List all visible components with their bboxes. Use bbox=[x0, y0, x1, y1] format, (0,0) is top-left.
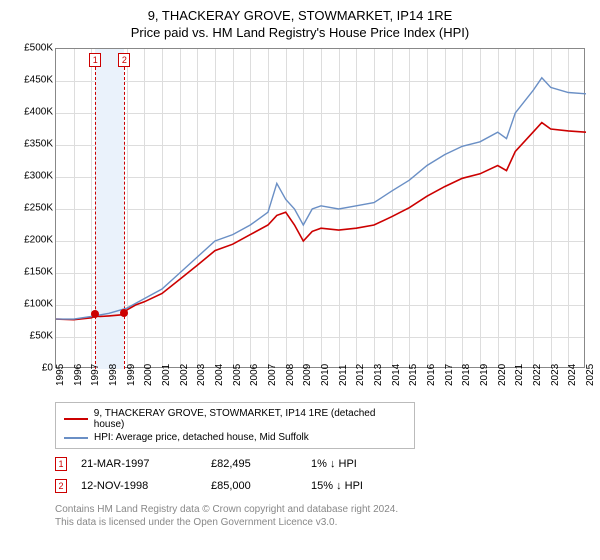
y-tick-label: £250K bbox=[10, 203, 53, 214]
sale-date-1: 21-MAR-1997 bbox=[81, 458, 211, 470]
x-tick-label: 1997 bbox=[90, 364, 101, 386]
y-tick-label: £150K bbox=[10, 267, 53, 278]
y-tick-label: £300K bbox=[10, 171, 53, 182]
x-tick-label: 2005 bbox=[232, 364, 243, 386]
legend-item-hpi: HPI: Average price, detached house, Mid … bbox=[64, 431, 406, 444]
sale-marker-2: 2 bbox=[55, 479, 67, 493]
x-tick-label: 2014 bbox=[391, 364, 402, 386]
x-tick-label: 2003 bbox=[196, 364, 207, 386]
x-axis: 1995199619971998199920002001200220032004… bbox=[55, 368, 585, 398]
x-tick-label: 2017 bbox=[444, 364, 455, 386]
chart-subtitle: Price paid vs. HM Land Registry's House … bbox=[10, 25, 590, 40]
x-tick-label: 2001 bbox=[161, 364, 172, 386]
x-tick-label: 1998 bbox=[108, 364, 119, 386]
sale-price-1: £82,495 bbox=[211, 458, 311, 470]
sale-marker-1: 1 bbox=[55, 457, 67, 471]
sale-price-2: £85,000 bbox=[211, 480, 311, 492]
x-tick-label: 2015 bbox=[408, 364, 419, 386]
x-tick-label: 2012 bbox=[355, 364, 366, 386]
chart-area: £0 £50K £100K £150K £200K £250K £300K £350K £400… bbox=[10, 48, 590, 398]
x-tick-label: 2025 bbox=[585, 364, 596, 386]
legend-label-hpi: HPI: Average price, detached house, Mid … bbox=[94, 432, 309, 443]
x-tick-label: 2009 bbox=[302, 364, 313, 386]
legend-item-property: 9, THACKERAY GROVE, STOWMARKET, IP14 1RE… bbox=[64, 407, 406, 431]
chart-title: 9, THACKERAY GROVE, STOWMARKET, IP14 1RE bbox=[10, 8, 590, 23]
x-tick-label: 1995 bbox=[55, 364, 66, 386]
x-tick-label: 1999 bbox=[126, 364, 137, 386]
x-tick-label: 2021 bbox=[514, 364, 525, 386]
x-tick-label: 2008 bbox=[285, 364, 296, 386]
y-tick-label: £50K bbox=[10, 331, 53, 342]
sale-row-1: 1 21-MAR-1997 £82,495 1% ↓ HPI bbox=[55, 457, 590, 471]
x-tick-label: 2010 bbox=[320, 364, 331, 386]
sale-row-2: 2 12-NOV-1998 £85,000 15% ↓ HPI bbox=[55, 479, 590, 493]
legend-swatch-property bbox=[64, 418, 88, 420]
sale-hpi-1: 1% ↓ HPI bbox=[311, 458, 411, 470]
y-tick-label: £350K bbox=[10, 139, 53, 150]
x-tick-label: 1996 bbox=[73, 364, 84, 386]
sale-date-2: 12-NOV-1998 bbox=[81, 480, 211, 492]
x-tick-label: 2022 bbox=[532, 364, 543, 386]
x-tick-label: 2013 bbox=[373, 364, 384, 386]
x-tick-label: 2018 bbox=[461, 364, 472, 386]
x-tick-label: 2019 bbox=[479, 364, 490, 386]
chart-container: 9, THACKERAY GROVE, STOWMARKET, IP14 1RE… bbox=[0, 0, 600, 537]
footer-attribution: Contains HM Land Registry data © Crown c… bbox=[55, 503, 590, 529]
x-tick-label: 2024 bbox=[567, 364, 578, 386]
y-tick-label: £100K bbox=[10, 299, 53, 310]
sale-hpi-2: 15% ↓ HPI bbox=[311, 480, 411, 492]
footer-line-1: Contains HM Land Registry data © Crown c… bbox=[55, 503, 590, 516]
legend-box: 9, THACKERAY GROVE, STOWMARKET, IP14 1RE… bbox=[55, 402, 415, 449]
x-tick-label: 2004 bbox=[214, 364, 225, 386]
x-tick-label: 2016 bbox=[426, 364, 437, 386]
x-tick-label: 2007 bbox=[267, 364, 278, 386]
plot-region: 12 bbox=[55, 48, 585, 368]
y-tick-label: £0 bbox=[10, 363, 53, 374]
y-tick-label: £400K bbox=[10, 107, 53, 118]
x-tick-label: 2023 bbox=[550, 364, 561, 386]
footer-line-2: This data is licensed under the Open Gov… bbox=[55, 516, 590, 529]
x-tick-label: 2011 bbox=[338, 364, 349, 386]
y-tick-label: £200K bbox=[10, 235, 53, 246]
x-tick-label: 2000 bbox=[143, 364, 154, 386]
x-tick-label: 2006 bbox=[249, 364, 260, 386]
y-tick-label: £500K bbox=[10, 43, 53, 54]
y-axis: £0£50K£100K£150K£200K£250K£300K£350K£400… bbox=[10, 48, 55, 368]
legend-swatch-hpi bbox=[64, 437, 88, 439]
x-tick-label: 2020 bbox=[497, 364, 508, 386]
x-tick-label: 2002 bbox=[179, 364, 190, 386]
y-tick-label: £450K bbox=[10, 75, 53, 86]
legend-label-property: 9, THACKERAY GROVE, STOWMARKET, IP14 1RE… bbox=[94, 408, 406, 430]
